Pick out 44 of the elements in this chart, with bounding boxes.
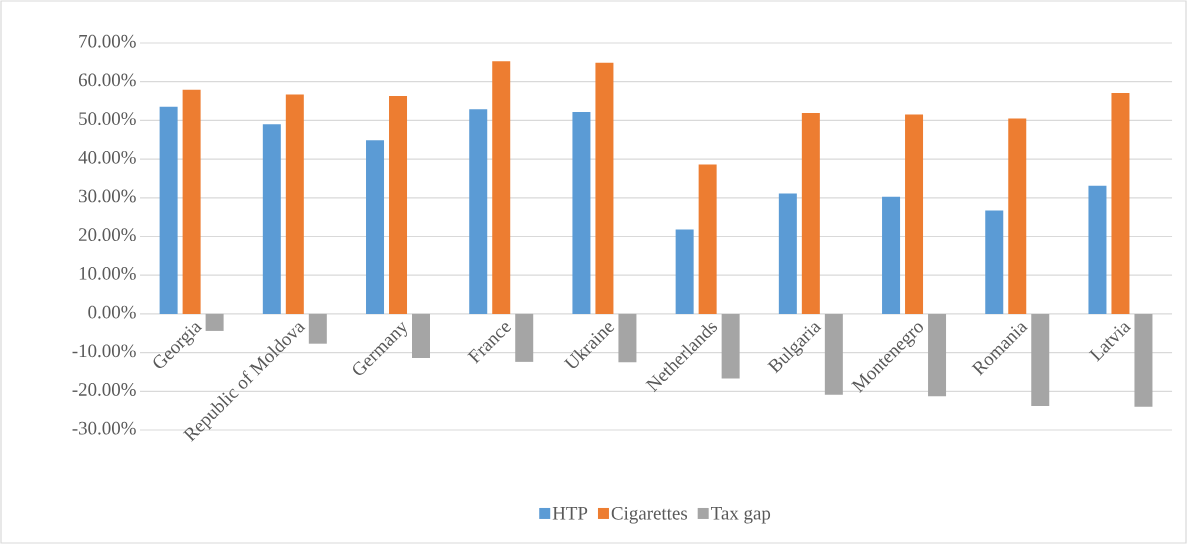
legend-label: HTP (552, 507, 588, 520)
bar (572, 111, 591, 314)
bar (262, 124, 281, 314)
y-tick-label: 40.00% (78, 150, 136, 164)
y-tick-label: 30.00% (79, 189, 136, 203)
bar (1134, 313, 1153, 407)
y-tick-label: -10.00% (72, 344, 136, 358)
bar (492, 61, 511, 314)
y-tick-label: 50.00% (79, 112, 136, 126)
bar (698, 164, 717, 314)
bar (285, 94, 304, 314)
bar (928, 313, 947, 397)
bar (469, 109, 488, 314)
bar (366, 140, 385, 314)
bar (905, 114, 924, 314)
bar (515, 313, 534, 362)
y-tick-label: 60.00% (78, 73, 136, 87)
bar (412, 313, 431, 358)
y-tick-label: 10.00% (79, 266, 136, 280)
bar (721, 313, 740, 379)
bar (1111, 92, 1130, 314)
bar (801, 113, 820, 314)
y-tick-label: -30.00% (72, 421, 136, 435)
y-tick-label: 0.00% (88, 305, 136, 319)
bar (882, 196, 901, 314)
bar (205, 313, 224, 331)
bar (1031, 313, 1050, 406)
bar (778, 193, 797, 314)
y-tick-label: 20.00% (78, 228, 136, 242)
legend-label: Cigarettes (611, 506, 688, 524)
bar (389, 96, 408, 314)
bar (985, 210, 1004, 314)
y-tick-label: -20.00% (72, 383, 136, 396)
bar (1088, 185, 1107, 314)
bar (595, 62, 614, 314)
y-tick-label: 70.00% (79, 34, 136, 48)
bar (308, 313, 327, 344)
legend-label: Tax gap (711, 507, 771, 524)
bar (824, 313, 843, 395)
bar (618, 313, 637, 363)
bar (1008, 118, 1027, 314)
bar (182, 89, 201, 314)
bar (159, 106, 178, 314)
bar (675, 229, 694, 314)
